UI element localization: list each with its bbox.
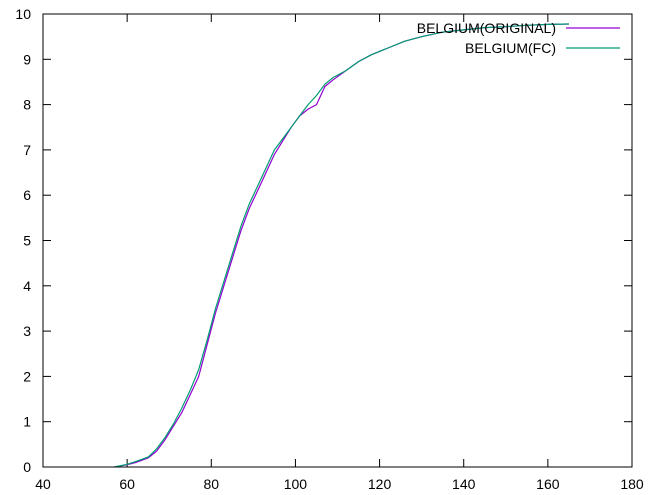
x-tick-label: 120 [368,476,392,492]
x-tick-label: 140 [452,476,476,492]
y-tick-label: 3 [23,323,31,339]
x-tick-label: 40 [35,476,51,492]
series-layer [114,23,569,468]
y-tick-label: 1 [23,414,31,430]
y-tick-label: 5 [23,233,31,249]
series-line-1 [114,23,569,468]
legend-label-1: BELGIUM(FC) [465,40,556,56]
x-tick-label: 60 [119,476,135,492]
legend-label-0: BELGIUM(ORIGINAL) [417,20,556,36]
legend: BELGIUM(ORIGINAL) BELGIUM(FC) [417,20,620,56]
y-tick-label: 7 [23,142,31,158]
x-tick-label: 160 [536,476,560,492]
x-axis-ticks: 40 60 80 100 120 140 160 180 [35,14,644,492]
y-tick-label: 2 [23,368,31,384]
x-tick-label: 180 [620,476,644,492]
y-tick-label: 10 [15,6,31,22]
x-tick-label: 100 [284,476,308,492]
y-tick-label: 4 [23,278,31,294]
y-tick-label: 6 [23,187,31,203]
x-tick-label: 80 [203,476,219,492]
y-tick-label: 8 [23,97,31,113]
plot-frame [42,13,633,468]
y-axis-ticks: 0 1 2 3 4 5 6 7 8 9 10 [15,6,632,475]
y-tick-label: 0 [23,459,31,475]
y-tick-label: 9 [23,51,31,67]
